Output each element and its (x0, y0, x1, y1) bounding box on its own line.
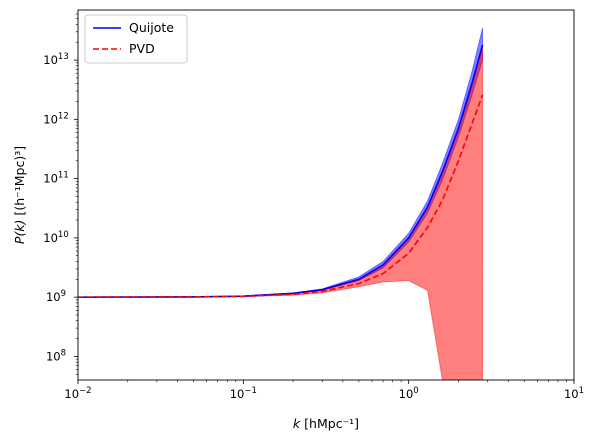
y-axis-ticks: 108 109 1010 1011 1012 1013 (43, 13, 78, 375)
legend-frame (84, 14, 188, 64)
y-tick-label: 1013 (43, 52, 68, 67)
y-tick-label: 109 (46, 289, 66, 304)
y-tick-label: 1011 (43, 171, 68, 186)
y-tick-label: 108 (46, 348, 66, 363)
x-axis-ticks: 10−2 10−1 100 101 (64, 380, 584, 401)
pvd-line (78, 94, 484, 298)
y-tick-label: 1010 (43, 230, 68, 245)
plot-frame (77, 9, 575, 381)
y-axis-label: P(k)[(h⁻¹Mpc)³] (12, 146, 27, 244)
legend-label-pvd: PVD (129, 41, 155, 56)
x-tick-label: 100 (399, 386, 419, 401)
x-tick-label: 101 (564, 386, 584, 401)
x-tick-label: 10−2 (64, 386, 91, 401)
y-tick-label: 1012 (43, 111, 68, 126)
legend: Quijote PVD (84, 14, 188, 64)
x-tick-label: 10−1 (230, 386, 257, 401)
legend-label-quijote: Quijote (129, 20, 174, 35)
x-axis-label: k [hMpc⁻¹] (293, 416, 359, 431)
series-lines (78, 44, 484, 298)
